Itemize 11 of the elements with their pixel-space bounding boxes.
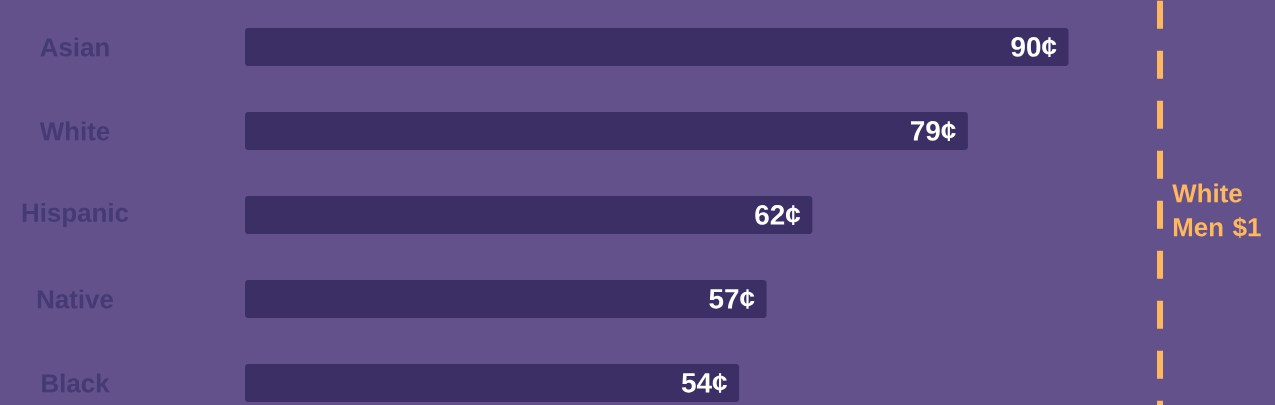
bar [245, 280, 767, 318]
data-label: 79¢ [911, 121, 956, 141]
data-label: 57¢ [709, 289, 755, 309]
ref-line-label: White Men $1 [1172, 183, 1261, 239]
data-label: 54¢ [681, 373, 727, 393]
data-label: 90¢ [1011, 37, 1057, 57]
bar [245, 364, 740, 403]
bar [245, 28, 1069, 66]
bar [245, 196, 813, 234]
bar [245, 112, 968, 150]
data-label: 62¢ [755, 205, 801, 225]
